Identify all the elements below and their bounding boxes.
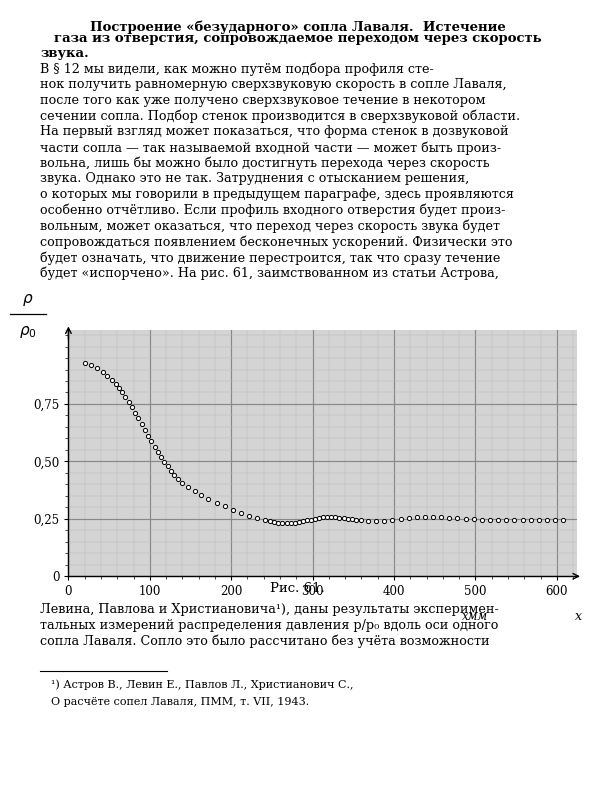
Text: сечении сопла. Подбор стенок производится в сверхзвуковой области.: сечении сопла. Подбор стенок производитс… bbox=[40, 110, 521, 123]
Text: хмм: хмм bbox=[462, 609, 488, 622]
Text: О расчёте сопел Лаваля, ПММ, т. VII, 1943.: О расчёте сопел Лаваля, ПММ, т. VII, 194… bbox=[51, 697, 309, 707]
Text: вольна, лишь бы можно было достигнуть перехода через скорость: вольна, лишь бы можно было достигнуть пе… bbox=[40, 156, 490, 170]
Text: Построение «безударного» сопла Лаваля.  Истечение: Построение «безударного» сопла Лаваля. И… bbox=[90, 20, 505, 34]
Text: В § 12 мы видели, как можно путём подбора профиля сте-: В § 12 мы видели, как можно путём подбор… bbox=[40, 63, 434, 76]
Text: x: x bbox=[575, 609, 583, 622]
Text: после того как уже получено сверхзвуковое течение в некотором: после того как уже получено сверхзвуково… bbox=[40, 94, 486, 107]
Text: ¹) Астров В., Левин Е., Павлов Л., Христианович С.,: ¹) Астров В., Левин Е., Павлов Л., Христ… bbox=[51, 679, 353, 690]
Text: о которых мы говорили в предыдущем параграфе, здесь проявляются: о которых мы говорили в предыдущем параг… bbox=[40, 188, 514, 202]
Text: тальных измерений распределения давления p/p₀ вдоль оси одного: тальных измерений распределения давления… bbox=[40, 619, 499, 632]
Text: вольным, может оказаться, что переход через скорость звука будет: вольным, может оказаться, что переход че… bbox=[40, 219, 500, 233]
Text: газа из отверстия, сопровождаемое переходом через скорость: газа из отверстия, сопровождаемое перехо… bbox=[54, 32, 541, 45]
Text: звука.: звука. bbox=[40, 47, 89, 60]
Text: будет «испорчено». На рис. 61, заимствованном из статьи Астрова,: будет «испорчено». На рис. 61, заимствов… bbox=[40, 267, 499, 280]
Text: звука. Однако это не так. Затруднения с отысканием решения,: звука. Однако это не так. Затруднения с … bbox=[40, 172, 469, 185]
Text: части сопла — так называемой входной части — может быть произ-: части сопла — так называемой входной час… bbox=[40, 141, 502, 155]
Text: Рис. 61.: Рис. 61. bbox=[270, 582, 325, 595]
Text: особенно отчётливо. Если профиль входного отверстия будет произ-: особенно отчётливо. Если профиль входног… bbox=[40, 204, 506, 218]
Text: сопла Лаваля. Сопло это было рассчитано без учёта возможности: сопла Лаваля. Сопло это было рассчитано … bbox=[40, 634, 490, 648]
Text: нок получить равномерную сверхзвуковую скорость в сопле Лаваля,: нок получить равномерную сверхзвуковую с… bbox=[40, 78, 507, 91]
Text: будет означать, что движение перестроится, так что сразу течение: будет означать, что движение перестроитс… bbox=[40, 251, 501, 264]
Text: $\rho$: $\rho$ bbox=[22, 293, 33, 309]
Text: Левина, Павлова и Христиановича¹), даны результаты эксперимен-: Левина, Павлова и Христиановича¹), даны … bbox=[40, 603, 499, 616]
Text: сопровождаться появлением бесконечных ускорений. Физически это: сопровождаться появлением бесконечных ус… bbox=[40, 235, 513, 249]
Text: На первый взгляд может показаться, что форма стенок в дозвуковой: На первый взгляд может показаться, что ф… bbox=[40, 125, 509, 139]
Text: $\rho_0$: $\rho_0$ bbox=[19, 324, 37, 340]
